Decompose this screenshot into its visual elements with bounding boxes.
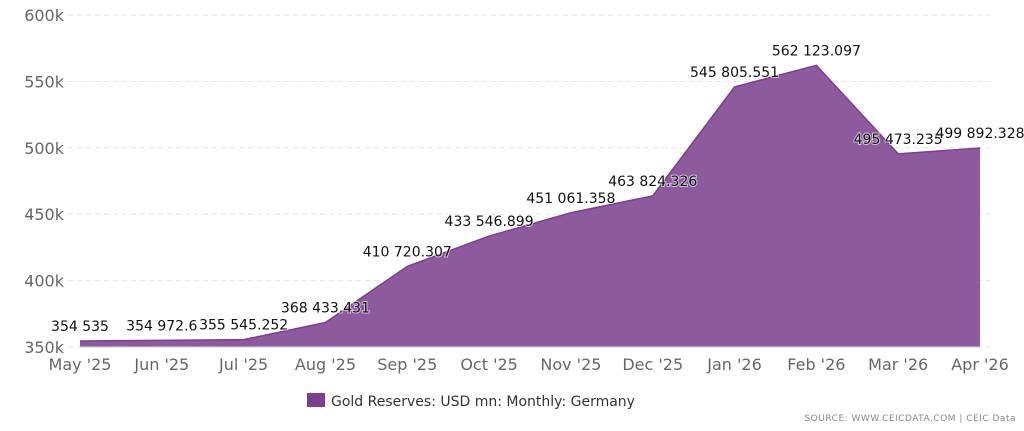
legend-swatch[interactable] xyxy=(307,393,325,407)
data-label: 355 545.252 xyxy=(199,318,288,334)
x-tick-label: Sep '25 xyxy=(377,355,437,374)
x-tick-label: Jun '25 xyxy=(133,355,189,374)
data-label: 354 535 xyxy=(51,319,109,335)
data-label: 410 720.307 xyxy=(363,244,452,260)
x-tick-label: Feb '26 xyxy=(787,355,845,374)
y-tick-label: 500k xyxy=(24,139,65,158)
area-series-gold-reserves xyxy=(80,65,980,347)
x-tick-label: Aug '25 xyxy=(295,355,356,374)
y-axis: 350k 400k 450k 500k 550k 600k xyxy=(24,6,65,357)
data-label: 499 892.328 xyxy=(935,126,1024,142)
x-tick-label: Oct '25 xyxy=(460,355,518,374)
series-line-gold-reserves xyxy=(79,64,981,342)
data-label: 463 824.326 xyxy=(608,174,697,190)
data-label: 368 433.431 xyxy=(281,301,370,317)
x-tick-label: Mar '26 xyxy=(868,355,928,374)
x-axis: May '25 Jun '25 Jul '25 Aug '25 Sep '25 Oct '… xyxy=(49,346,1009,374)
x-tick-label: Jul '25 xyxy=(218,355,268,374)
y-tick-label: 550k xyxy=(24,72,65,91)
x-tick-label: Apr '26 xyxy=(951,355,1009,374)
x-tick-label: May '25 xyxy=(49,355,112,374)
data-label: 433 546.899 xyxy=(445,214,534,230)
y-tick-label: 350k xyxy=(24,338,65,357)
data-label: 495 473.235 xyxy=(854,132,943,148)
x-tick-label: Dec '25 xyxy=(622,355,683,374)
data-label: 451 061.358 xyxy=(526,191,615,207)
x-tick-label: Nov '25 xyxy=(540,355,601,374)
y-tick-label: 450k xyxy=(24,205,65,224)
legend-label[interactable]: Gold Reserves: USD mn: Monthly: Germany xyxy=(331,394,635,410)
data-label: 354 972.6 xyxy=(126,318,197,334)
y-tick-label: 400k xyxy=(24,272,65,291)
data-label: 562 123.097 xyxy=(772,43,861,59)
x-tick-label: Jan '26 xyxy=(706,355,762,374)
y-tick-label: 600k xyxy=(24,6,65,25)
legend[interactable]: Gold Reserves: USD mn: Monthly: Germany xyxy=(307,393,635,410)
source-credit: SOURCE: WWW.CEICDATA.COM | CEIC Data xyxy=(804,414,1016,424)
data-label: 545 805.551 xyxy=(690,65,779,81)
